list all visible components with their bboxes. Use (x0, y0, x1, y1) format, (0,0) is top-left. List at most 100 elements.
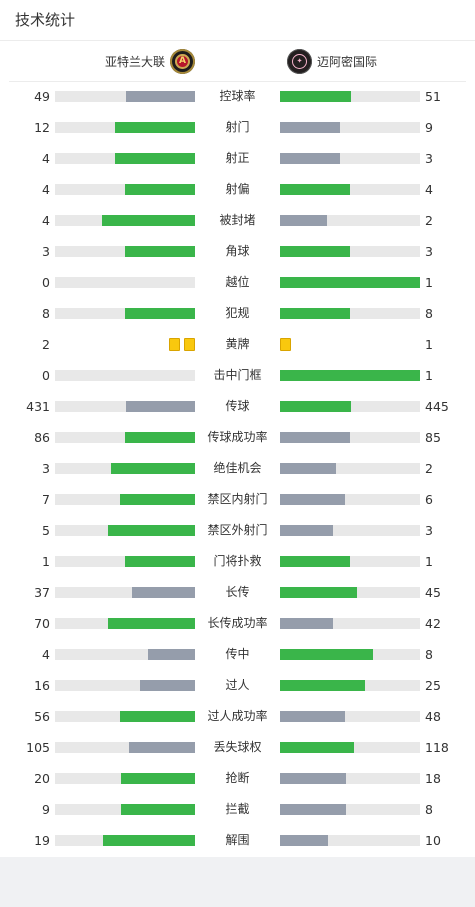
home-stat-value: 49 (34, 89, 50, 104)
stat-label: 越位 (225, 275, 250, 289)
away-stat-bar (280, 463, 336, 474)
home-stat-bar-track (55, 587, 195, 598)
home-stat-value: 19 (34, 833, 50, 848)
away-team-header[interactable]: ✦ 迈阿密国际 (287, 48, 377, 75)
away-stat-bar (280, 649, 374, 660)
stat-row: 56 过人成功率 48 (0, 702, 475, 733)
home-stat-value: 37 (34, 585, 50, 600)
away-stat-value: 4 (425, 182, 433, 197)
home-stat-bar (131, 587, 195, 598)
stat-row: 4 射正 3 (0, 144, 475, 175)
home-stat-bar-track (55, 370, 195, 381)
stat-row: 7 禁区内射门 6 (0, 485, 475, 516)
home-stat-value: 20 (34, 771, 50, 786)
home-stat-bar-track (55, 494, 195, 505)
away-stat-bar-track (280, 277, 420, 288)
home-stat-bar-track (55, 556, 195, 567)
stat-row: 3 绝佳机会 2 (0, 454, 475, 485)
stat-row: 16 过人 25 (0, 671, 475, 702)
stat-label: 拦截 (225, 802, 250, 816)
away-stat-bar-track (280, 618, 420, 629)
home-stat-value: 56 (34, 709, 50, 724)
home-stat-bar (121, 773, 195, 784)
home-team-header[interactable]: 亚特兰大联 A (105, 48, 195, 75)
away-stat-bar (280, 835, 329, 846)
stat-row: 431 传球 445 (0, 392, 475, 423)
stat-label: 解围 (225, 833, 250, 847)
away-stat-value: 85 (425, 430, 441, 445)
stat-row: 4 射偏 4 (0, 175, 475, 206)
stat-row: 4 被封堵 2 (0, 206, 475, 237)
stat-label: 射门 (225, 120, 250, 134)
home-stat-value: 5 (42, 523, 50, 538)
home-stat-value: 86 (34, 430, 50, 445)
away-stat-bar (280, 370, 420, 381)
home-stat-bar-track (55, 649, 195, 660)
home-stat-bar-track (55, 184, 195, 195)
home-stat-value: 4 (42, 151, 50, 166)
stat-row: 9 拦截 8 (0, 795, 475, 826)
inter-miami-logo-icon: ✦ (287, 49, 312, 74)
away-stat-value: 9 (425, 120, 433, 135)
home-stat-bar (107, 525, 195, 536)
away-stat-value: 1 (425, 337, 433, 352)
away-stat-bar-track (280, 835, 420, 846)
home-stat-value: 9 (42, 802, 50, 817)
away-stat-value: 1 (425, 275, 433, 290)
home-stat-bar-track (55, 215, 195, 226)
home-stat-bar (111, 463, 195, 474)
away-stat-bar (280, 525, 333, 536)
home-stat-value: 4 (42, 213, 50, 228)
stat-label: 门将扑救 (213, 554, 262, 568)
stat-label: 绝佳机会 (213, 461, 262, 475)
stat-label: 传球 (225, 399, 250, 413)
stat-row: 3 角球 3 (0, 237, 475, 268)
home-stat-bar-track (55, 525, 195, 536)
away-yellow-cards (280, 338, 291, 351)
away-stat-value: 1 (425, 368, 433, 383)
away-stat-bar-track (280, 153, 420, 164)
stat-label: 犯规 (225, 306, 250, 320)
away-stat-bar-track (280, 711, 420, 722)
away-stat-bar (280, 680, 366, 691)
away-stat-bar-track (280, 215, 420, 226)
home-yellow-cards (169, 338, 195, 351)
stat-label: 长传 (225, 585, 250, 599)
stat-label: 传球成功率 (207, 430, 268, 444)
away-stat-value: 118 (425, 740, 449, 755)
away-stat-bar (280, 432, 350, 443)
away-stat-bar-track (280, 680, 420, 691)
home-stat-bar (126, 91, 195, 102)
stat-row: 0 击中门框 1 (0, 361, 475, 392)
away-stat-value: 3 (425, 244, 433, 259)
away-stat-bar (280, 308, 350, 319)
stat-row: 105 丢失球权 118 (0, 733, 475, 764)
home-stat-bar (125, 184, 195, 195)
home-stat-value: 12 (34, 120, 50, 135)
away-stat-value: 42 (425, 616, 441, 631)
stat-label: 射偏 (225, 182, 250, 196)
home-stat-bar-track (55, 804, 195, 815)
away-stat-bar (280, 153, 340, 164)
away-stat-bar-track (280, 122, 420, 133)
stat-label: 传中 (225, 647, 250, 661)
away-stat-bar-track (280, 804, 420, 815)
yellow-card-icon (169, 338, 180, 351)
away-stat-bar-track (280, 401, 420, 412)
home-stat-value: 105 (26, 740, 50, 755)
away-stat-bar (280, 277, 420, 288)
home-stat-bar (120, 804, 195, 815)
away-stat-bar (280, 773, 347, 784)
away-stat-bar-track (280, 91, 420, 102)
home-stat-bar-track (55, 742, 195, 753)
home-stat-bar (140, 680, 195, 691)
home-stat-bar-track (55, 246, 195, 257)
stat-row: 70 长传成功率 42 (0, 609, 475, 640)
stat-row: 49 控球率 51 (0, 82, 475, 113)
away-stat-bar (280, 804, 346, 815)
away-team-name: 迈阿密国际 (317, 55, 378, 69)
away-stat-bar (280, 742, 355, 753)
home-stat-bar (119, 494, 195, 505)
home-stat-bar-track (55, 401, 195, 412)
stat-label: 角球 (225, 244, 250, 258)
